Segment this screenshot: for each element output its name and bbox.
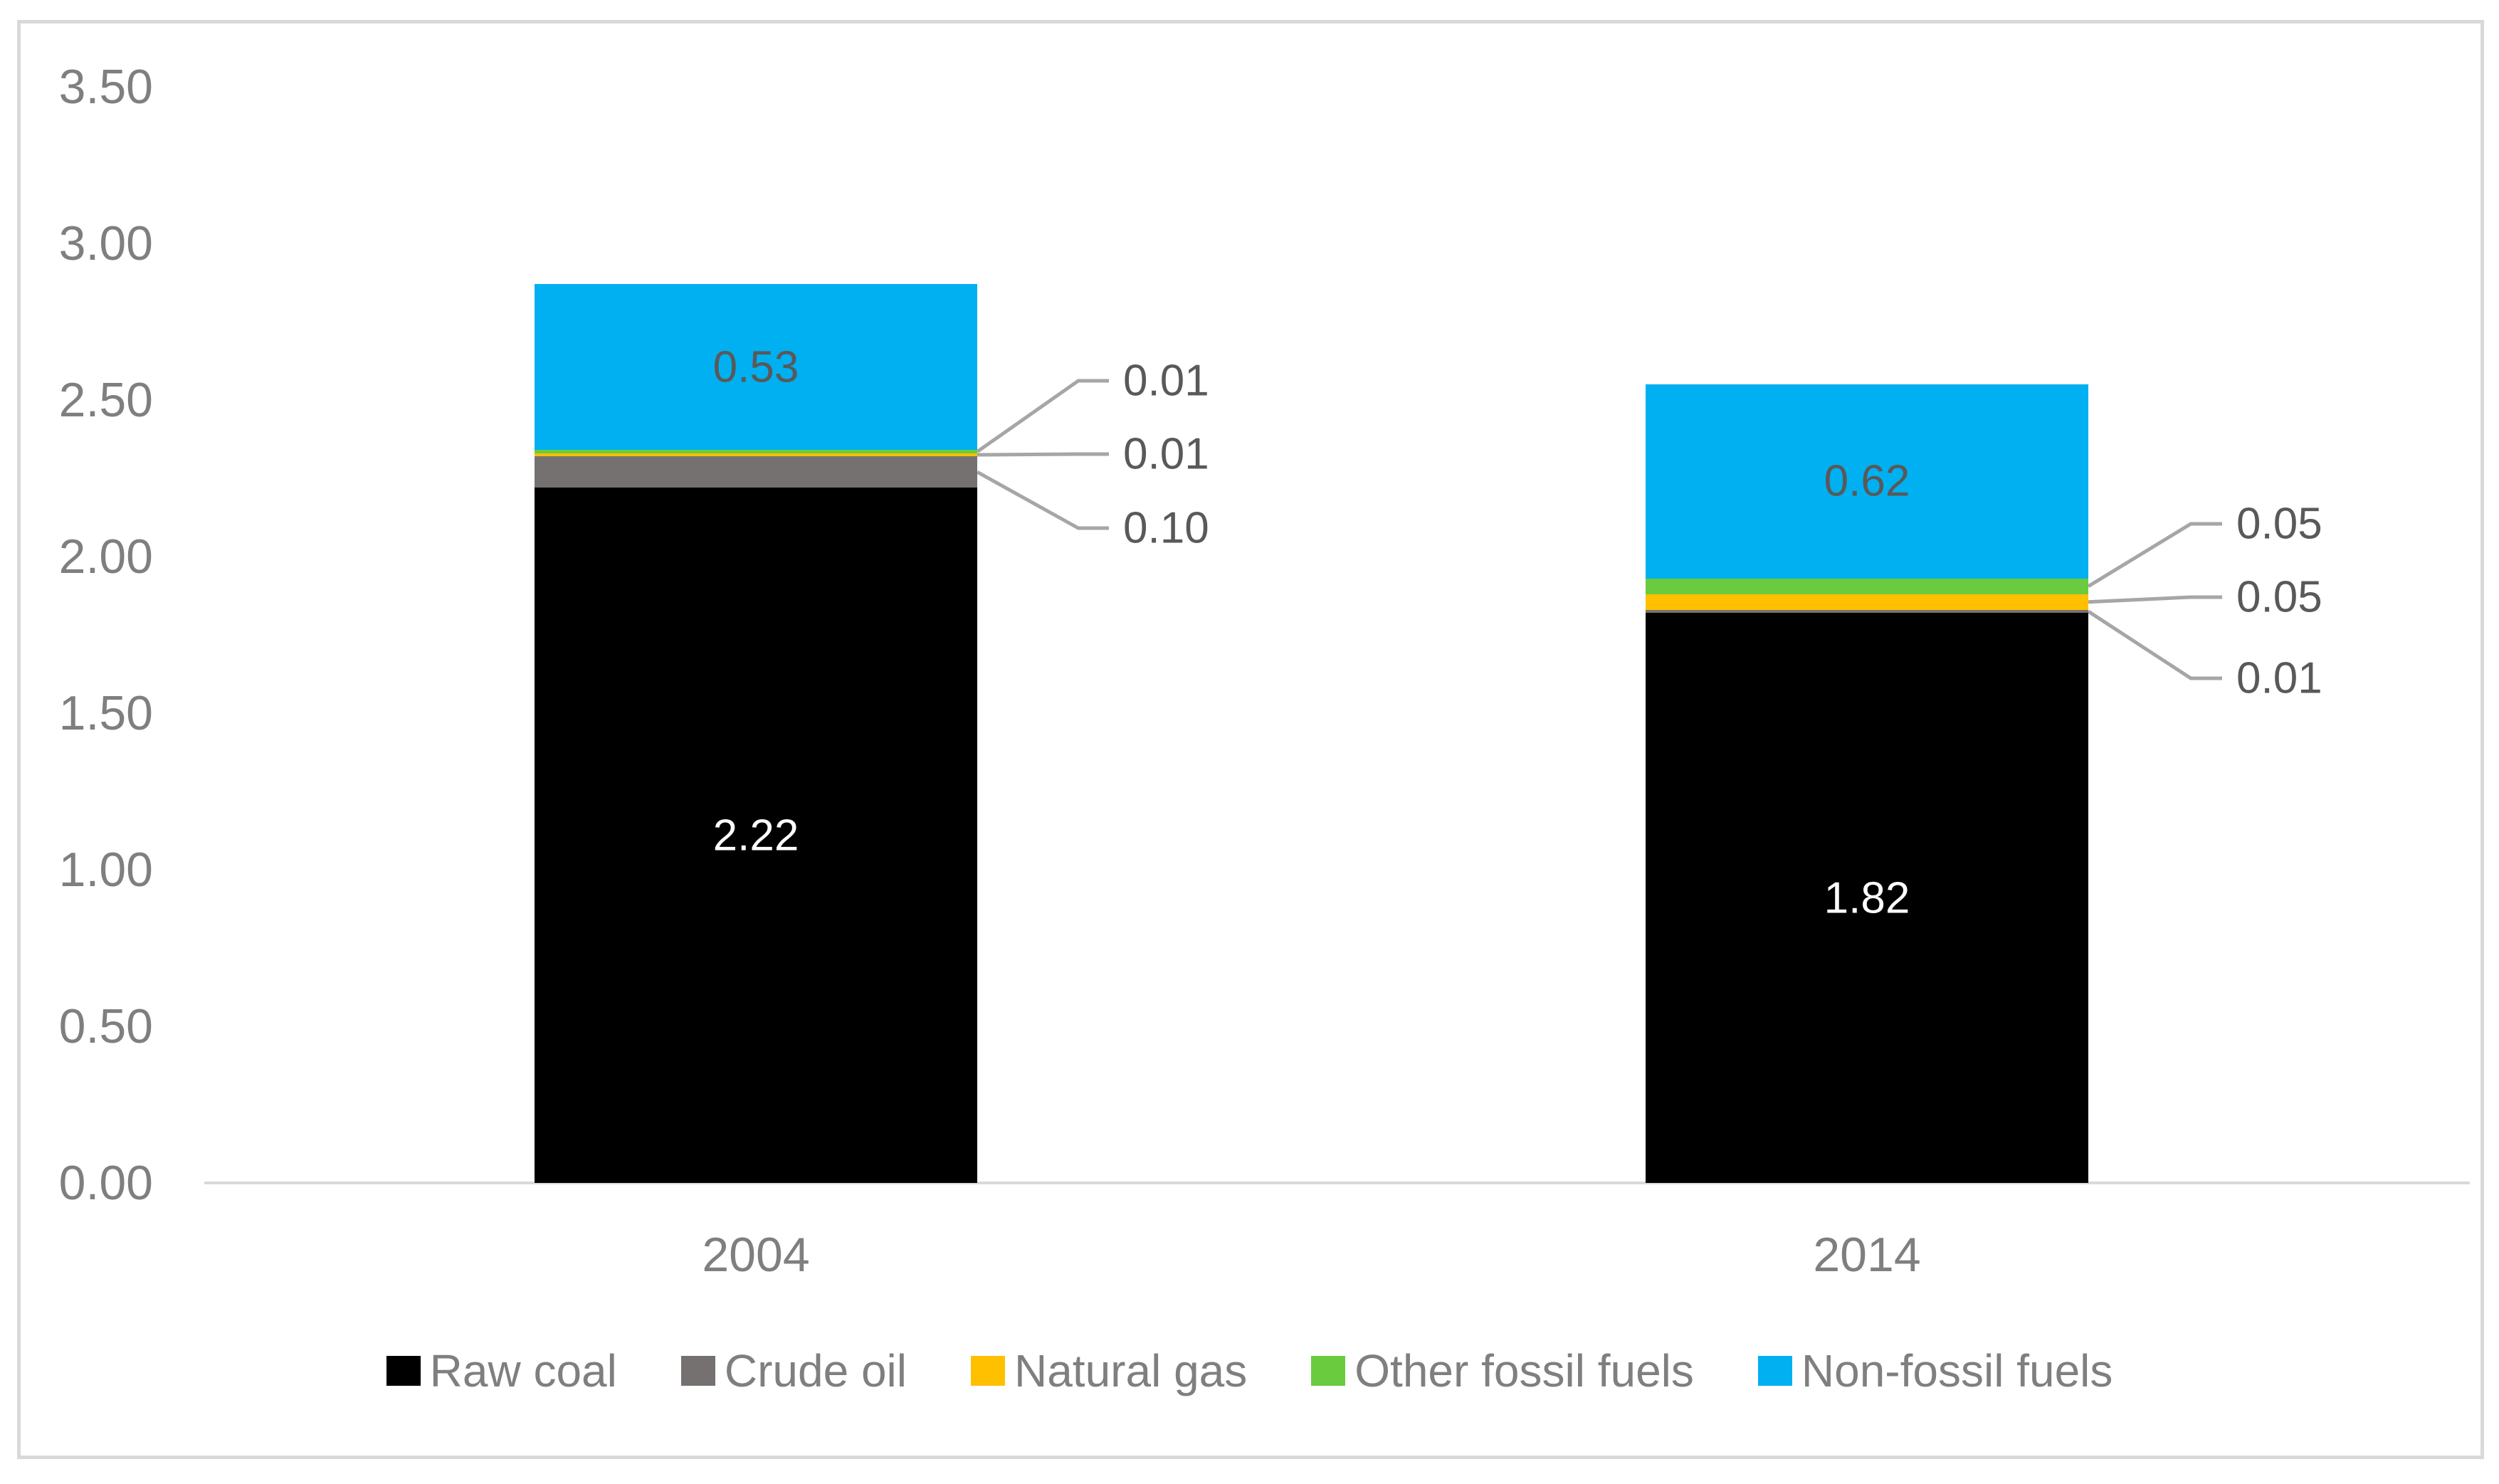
data-label: 0.53 — [712, 342, 799, 392]
callout-label: 0.01 — [1123, 429, 1209, 479]
legend-item: Raw coal — [386, 1344, 617, 1397]
y-axis-tick-label: 3.50 — [58, 60, 153, 114]
legend-swatch-icon — [386, 1356, 421, 1386]
legend-item: Other fossil fuels — [1311, 1344, 1694, 1397]
callout-label: 0.05 — [2236, 572, 2322, 622]
data-label: 2.22 — [712, 811, 799, 861]
legend: Raw coal Crude oil Natural gas Other fossil… — [0, 1345, 2499, 1396]
bar-segment-other-fossil-fuels — [535, 450, 977, 453]
legend-label: Non-fossil fuels — [1801, 1345, 2113, 1396]
y-axis-tick-label: 2.00 — [58, 530, 153, 584]
legend-item: Non-fossil fuels — [1757, 1344, 2113, 1397]
legend-item: Natural gas — [970, 1344, 1248, 1397]
legend-swatch-icon — [1757, 1356, 1792, 1386]
legend-label: Crude oil — [724, 1345, 907, 1396]
callout-label: 0.01 — [2236, 653, 2322, 703]
bar-segment-natural-gas — [535, 453, 977, 457]
y-axis-tick-label: 3.00 — [58, 216, 153, 270]
y-axis-tick-label: 2.50 — [58, 373, 153, 427]
callout-label: 0.05 — [2236, 499, 2322, 549]
legend-label: Raw coal — [429, 1345, 617, 1396]
bar-segment-other-fossil-fuels — [1646, 578, 2088, 594]
bar-segment-crude-oil — [1646, 609, 2088, 614]
legend-item: Crude oil — [680, 1344, 907, 1397]
y-axis-tick-label: 1.50 — [58, 686, 153, 740]
bar-segment-crude-oil — [535, 456, 977, 488]
y-axis-tick-label: 0.50 — [58, 999, 153, 1053]
bar-segment-natural-gas — [1646, 594, 2088, 610]
callout-label: 0.01 — [1123, 356, 1209, 406]
callout-label: 0.10 — [1123, 503, 1209, 553]
bar-segment-non-fossil-fuels — [535, 284, 977, 451]
legend-swatch-icon — [970, 1356, 1005, 1386]
data-label: 0.62 — [1824, 456, 1910, 506]
legend-swatch-icon — [680, 1356, 715, 1386]
x-axis-label: 2014 — [1813, 1228, 1921, 1282]
legend-label: Natural gas — [1014, 1345, 1248, 1396]
x-axis-label: 2004 — [702, 1228, 810, 1282]
data-label: 1.82 — [1824, 873, 1910, 923]
y-axis-tick-label: 0.00 — [58, 1156, 153, 1210]
chart-border — [17, 20, 2484, 1459]
bar-segment-raw-coal — [1646, 613, 2088, 1183]
legend-label: Other fossil fuels — [1354, 1345, 1694, 1396]
legend-swatch-icon — [1311, 1356, 1346, 1386]
bar-segment-non-fossil-fuels — [1646, 384, 2088, 579]
y-axis-tick-label: 1.00 — [58, 843, 153, 897]
bar-segment-raw-coal — [535, 488, 977, 1183]
